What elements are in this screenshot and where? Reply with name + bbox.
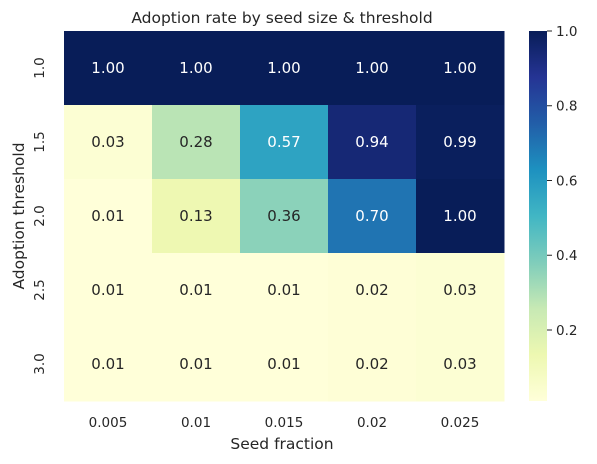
- heatmap-cell-value: 0.01: [179, 281, 212, 299]
- y-axis-label: Adoption threshold: [10, 142, 28, 289]
- heatmap-cell-value: 1.00: [443, 59, 476, 77]
- heatmap-cell: [64, 105, 153, 180]
- heatmap-cell-value: 0.03: [443, 281, 476, 299]
- heatmap-cell: [240, 327, 329, 402]
- x-tick-label: 0.015: [265, 415, 304, 431]
- heatmap-cell: [152, 105, 241, 180]
- colorbar-tick-label: 1.0: [556, 24, 577, 40]
- y-tick-labels: 1.0 1.5 2.0 2.5 3.0: [32, 57, 48, 374]
- heatmap-cell-value: 0.94: [355, 133, 388, 151]
- heatmap-cell-value: 0.36: [267, 207, 300, 225]
- x-tick-label: 0.02: [357, 415, 387, 431]
- colorbar-ticks: 0.2 0.4 0.6 0.8 1.0: [547, 24, 577, 339]
- y-tick-label: 1.5: [32, 131, 48, 152]
- heatmap-cell: [328, 327, 417, 402]
- heatmap-cell-value: 0.02: [355, 281, 388, 299]
- heatmap-cell-value: 1.00: [267, 59, 300, 77]
- y-tick-label: 1.0: [32, 57, 48, 78]
- heatmap-cell: [64, 253, 153, 328]
- heatmap-cell-value: 0.01: [267, 355, 300, 373]
- heatmap-cell: [64, 179, 153, 254]
- heatmap-cell-value: 0.03: [443, 355, 476, 373]
- heatmap-cell: [240, 253, 329, 328]
- chart-title: Adoption rate by seed size & threshold: [131, 9, 432, 27]
- heatmap-cell-value: 1.00: [91, 59, 124, 77]
- heatmap-cell-value: 0.03: [91, 133, 124, 151]
- heatmap-cell-value: 1.00: [355, 59, 388, 77]
- heatmap-cell-value: 0.28: [179, 133, 212, 151]
- heatmap-cell: [152, 253, 241, 328]
- heatmap-cell: [64, 327, 153, 402]
- heatmap-cell: [416, 105, 505, 180]
- x-tick-labels: 0.005 0.01 0.015 0.02 0.025: [89, 415, 480, 431]
- heatmap-cell: [240, 179, 329, 254]
- heatmap-cell: [240, 105, 329, 180]
- heatmap-cell: [416, 327, 505, 402]
- heatmap-cell-value: 0.01: [91, 355, 124, 373]
- colorbar-tick-label: 0.4: [556, 248, 577, 264]
- heatmap-cell: [64, 31, 153, 106]
- heatmap-cell-value: 0.13: [179, 207, 212, 225]
- colorbar-tick-label: 0.8: [556, 99, 577, 115]
- x-axis-label: Seed fraction: [230, 435, 333, 453]
- heatmap-cell: [152, 31, 241, 106]
- heatmap-cell-value: 0.70: [355, 207, 388, 225]
- heatmap-cell-value: 0.01: [91, 281, 124, 299]
- heatmap-cell: [416, 253, 505, 328]
- colorbar-tick-label: 0.6: [556, 173, 577, 189]
- colorbar-tick-label: 0.2: [556, 323, 577, 339]
- heatmap-cell-value: 0.01: [267, 281, 300, 299]
- heatmap-cell: [328, 253, 417, 328]
- heatmap-cell-value: 0.99: [443, 133, 476, 151]
- heatmap-cell: [328, 31, 417, 106]
- heatmap-cell: [416, 179, 505, 254]
- x-tick-label: 0.005: [89, 415, 128, 431]
- heatmap-cell-value: 1.00: [443, 207, 476, 225]
- y-tick-label: 2.5: [32, 279, 48, 300]
- heatmap-cell-value: 0.01: [91, 207, 124, 225]
- heatmap-cell: [328, 105, 417, 180]
- y-tick-label: 2.0: [32, 205, 48, 226]
- x-tick-label: 0.01: [181, 415, 211, 431]
- heatmap-cell: [240, 31, 329, 106]
- heatmap-cell-value: 1.00: [179, 59, 212, 77]
- heatmap-cell: [152, 179, 241, 254]
- heatmap-cell-value: 0.02: [355, 355, 388, 373]
- heatmap-cell: [152, 327, 241, 402]
- heatmap-cell: [328, 179, 417, 254]
- y-tick-label: 3.0: [32, 353, 48, 374]
- heatmap-cell-value: 0.57: [267, 133, 300, 151]
- heatmap-cell-labels: 1.00 1.00 1.00 1.00 1.00 0.03 0.28 0.57 0.94 0.99…: [91, 59, 476, 373]
- x-tick-label: 0.025: [441, 415, 480, 431]
- heatmap-cells: [64, 31, 505, 402]
- colorbar: [529, 31, 547, 401]
- heatmap-cell-value: 0.01: [179, 355, 212, 373]
- heatmap-cell: [416, 31, 505, 106]
